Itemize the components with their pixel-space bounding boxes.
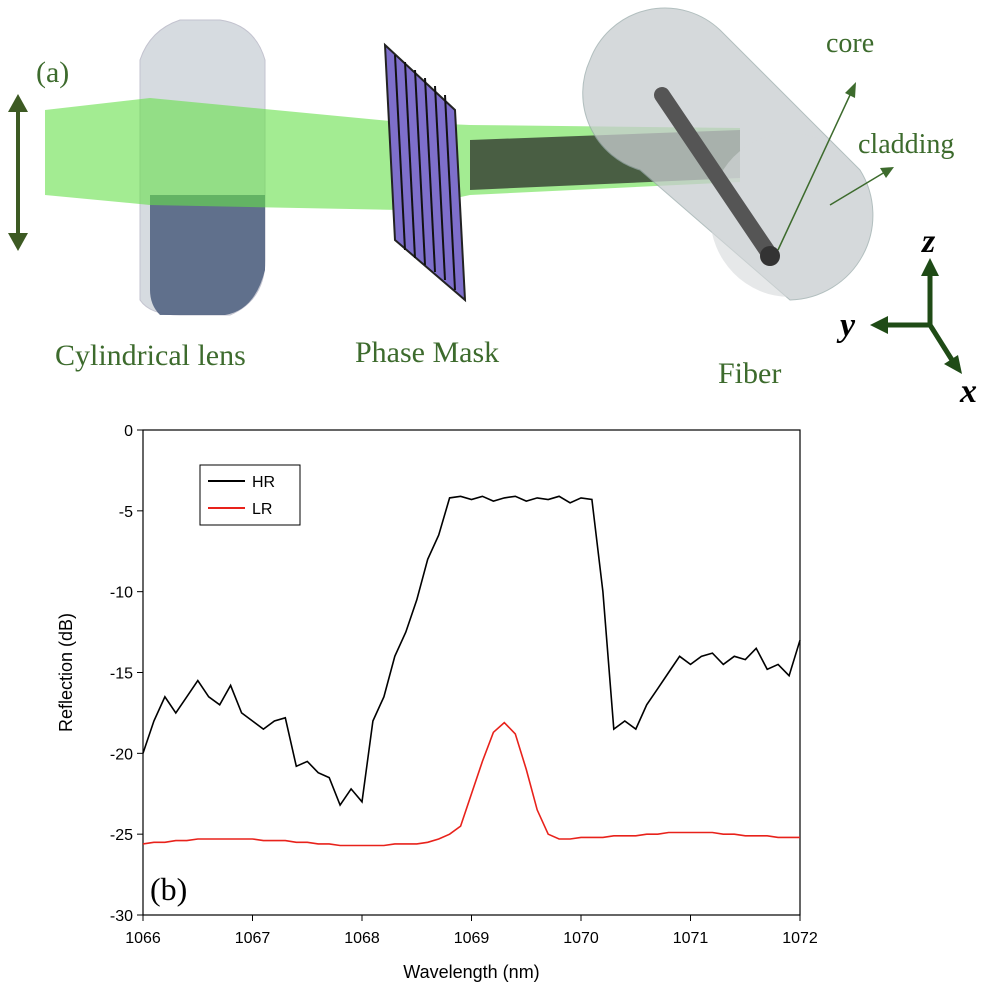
y-tick-label: -25 <box>110 827 133 844</box>
x-tick-label: 1066 <box>125 930 161 947</box>
fiber-end <box>710 133 870 297</box>
fiber-core <box>654 87 778 263</box>
coord-axes <box>870 258 962 374</box>
cladding-label: cladding <box>858 129 954 160</box>
core-label: core <box>826 28 874 59</box>
x-tick-label: 1070 <box>563 930 599 947</box>
legend-label: HR <box>252 474 275 491</box>
x-axis-label: Wavelength (nm) <box>403 962 539 982</box>
y-tick-label: -30 <box>110 908 133 925</box>
x-label: x <box>959 373 977 410</box>
y-tick-label: -20 <box>110 746 133 763</box>
lens-label: Cylindrical lens <box>55 339 246 372</box>
mask-grating <box>394 54 456 291</box>
y-tick-label: 0 <box>124 423 133 440</box>
x-tick-label: 1071 <box>673 930 709 947</box>
y-axis-label: Reflection (dB) <box>56 613 76 732</box>
series-line <box>142 495 801 807</box>
x-tick-label: 1069 <box>454 930 490 947</box>
panel-label: (a) <box>36 56 69 89</box>
legend-label: LR <box>252 501 272 518</box>
diagram: (a) core cladding Cylindrical lens Phase… <box>8 7 977 410</box>
series-line <box>142 721 800 847</box>
x-tick-label: 1072 <box>782 930 818 947</box>
scan-arrow <box>8 94 28 251</box>
lens-lower <box>150 195 265 315</box>
fiber-label: Fiber <box>718 357 781 390</box>
z-label: z <box>921 223 936 260</box>
y-tick-label: -5 <box>119 504 133 521</box>
panel-label: (b) <box>150 871 187 907</box>
x-tick-label: 1067 <box>235 930 271 947</box>
y-tick-label: -15 <box>110 666 133 683</box>
y-tick-label: -10 <box>110 585 133 602</box>
legend-box <box>199 464 301 526</box>
core-end <box>760 246 780 266</box>
pointers <box>777 82 894 251</box>
x-tick-label: 1068 <box>344 930 380 947</box>
chart: 0 -5 -10 -15 -20 -25 -30 1066 1067 1068 1069 1070 10… <box>56 423 818 982</box>
y-label: y <box>836 307 856 344</box>
mask-label: Phase Mask <box>355 336 499 369</box>
